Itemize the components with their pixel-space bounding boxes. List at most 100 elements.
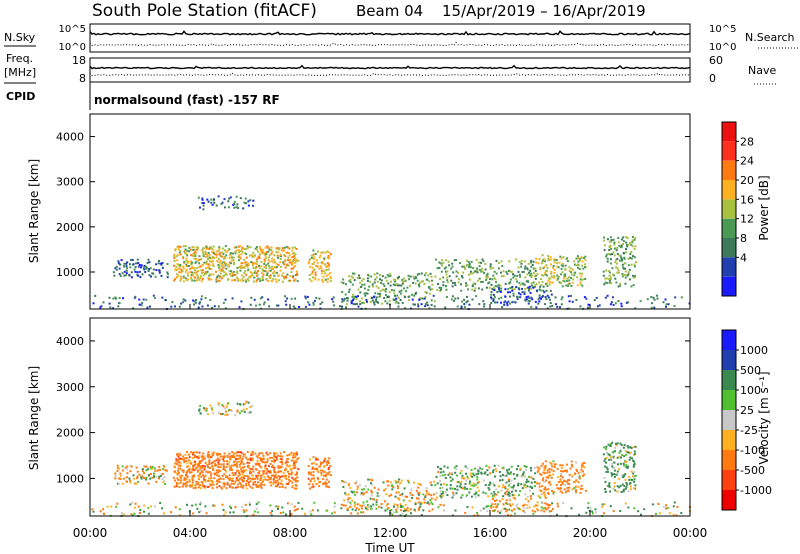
velocity-cell <box>594 508 597 511</box>
velocity-cell <box>136 475 139 478</box>
velocity-cell <box>540 493 543 496</box>
power-cell <box>528 287 530 290</box>
velocity-cell <box>371 479 374 482</box>
power-cell <box>624 282 627 285</box>
power-cell <box>360 297 363 300</box>
power-cell <box>512 294 515 297</box>
velocity-cell <box>547 488 550 491</box>
velocity-cell <box>451 496 454 499</box>
velocity-cell <box>175 458 178 461</box>
velocity-cell <box>512 488 515 491</box>
velocity-cell <box>533 505 536 508</box>
velocity-cell <box>430 494 433 497</box>
power-cell <box>557 266 560 269</box>
velocity-cell <box>546 469 549 472</box>
velocity-cell <box>230 466 233 469</box>
power-cell <box>204 256 207 259</box>
velocity-cell <box>508 498 511 501</box>
velocity-cell <box>356 485 359 488</box>
power-cell <box>624 276 627 279</box>
velocity-cell <box>410 512 412 515</box>
velocity-cell <box>494 468 497 471</box>
power-cell <box>125 272 128 275</box>
power-cell <box>329 253 332 256</box>
power-cell <box>315 296 318 299</box>
power-cell <box>624 273 627 276</box>
power-cell <box>194 251 197 254</box>
power-cell <box>572 268 575 271</box>
velocity-cell <box>191 483 194 486</box>
power-cell <box>366 292 369 295</box>
velocity-cell <box>218 458 221 461</box>
power-cell <box>438 286 441 289</box>
power-cell <box>424 291 427 293</box>
power-cell <box>123 265 125 268</box>
power-cell <box>509 278 512 281</box>
velocity-cell <box>495 488 498 491</box>
power-cell <box>555 303 557 306</box>
velocity-cell <box>403 487 406 490</box>
velocity-cell <box>197 455 200 458</box>
power-cell <box>492 286 495 289</box>
power-cell <box>549 302 552 304</box>
power-cell <box>276 271 279 274</box>
velocity-cell <box>542 507 545 510</box>
power-cell <box>441 264 444 267</box>
velocity-cell <box>632 472 635 475</box>
power-cell <box>524 265 527 268</box>
power-cell <box>584 277 587 280</box>
power-cell <box>530 305 533 308</box>
power-cell <box>401 278 404 281</box>
velocity-cell <box>198 473 201 476</box>
velocity-cell <box>199 503 202 506</box>
velocity-cell <box>559 490 562 493</box>
power-cell <box>617 271 620 274</box>
velocity-cell <box>103 512 106 515</box>
power-cell <box>535 257 538 260</box>
velocity-cell <box>502 466 505 469</box>
velocity-cell <box>513 494 516 497</box>
power-cell <box>266 272 269 275</box>
power-cell <box>218 269 221 272</box>
power-cell <box>491 278 494 281</box>
power-cell <box>513 300 516 303</box>
velocity-cell <box>210 407 213 410</box>
velocity-cell <box>602 453 605 456</box>
velocity-cell <box>203 468 206 471</box>
velocity-cell <box>621 454 624 457</box>
velocity-cell <box>560 467 563 469</box>
velocity-cell <box>618 477 621 480</box>
power-cell <box>274 272 277 275</box>
power-cell <box>430 275 433 278</box>
power-cell <box>531 284 533 287</box>
velocity-cell <box>436 482 439 485</box>
power-cell <box>253 280 256 283</box>
power-cell <box>578 268 581 270</box>
velocity-cell <box>673 501 676 504</box>
power-cell <box>257 277 260 280</box>
velocity-cell <box>156 469 159 472</box>
velocity-cell <box>439 490 442 493</box>
power-cell <box>470 260 473 263</box>
power-cell <box>618 244 621 247</box>
power-cell <box>166 263 169 265</box>
power-cell <box>463 303 466 306</box>
velocity-cell <box>296 507 299 510</box>
power-cell <box>495 259 498 262</box>
power-cell <box>180 302 183 305</box>
power-cell <box>213 305 216 308</box>
velocity-cell <box>276 454 279 457</box>
velocity-cell <box>296 480 299 482</box>
velocity-cell <box>196 463 199 466</box>
power-cell <box>634 307 637 310</box>
velocity-cell <box>177 467 180 470</box>
velocity-cell <box>397 487 399 490</box>
power-cell <box>514 301 517 304</box>
velocity-cell <box>275 476 278 479</box>
power-cell <box>284 300 287 303</box>
power-cell <box>245 273 248 276</box>
velocity-cell <box>203 476 206 479</box>
power-cell <box>218 253 221 256</box>
velocity-cell <box>531 486 533 489</box>
velocity-cell <box>228 464 231 467</box>
